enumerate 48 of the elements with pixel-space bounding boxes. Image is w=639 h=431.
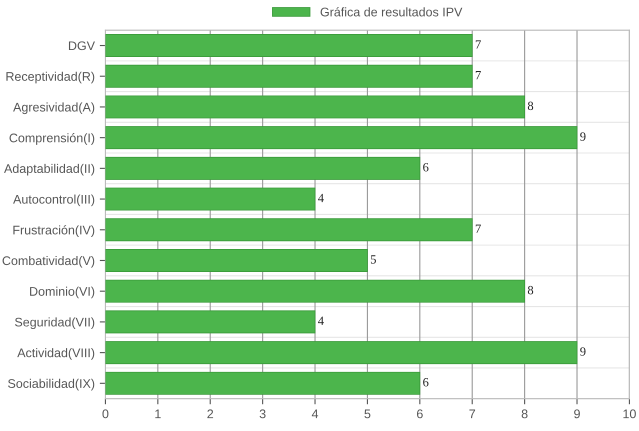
data-label: 6 [423,378,428,386]
x-tick-label: 9 [574,409,580,418]
x-tick-label: 3 [260,409,266,418]
data-label: 8 [528,286,534,294]
data-label: 7 [476,224,481,233]
bar [105,34,473,57]
y-tick-label: Sociabilidad(IX) [8,378,94,390]
y-tick-label: Adaptabilidad(II) [4,164,94,176]
data-label: 4 [318,194,324,202]
x-tick-label: 6 [416,409,423,418]
bar [105,249,368,272]
x-tick-label: 10 [623,409,636,418]
y-tick-label: Combatividad(V) [2,256,94,268]
data-label: 9 [580,347,586,356]
x-tick-label: 1 [155,410,161,418]
bar [105,218,473,242]
x-tick-label: 5 [364,410,370,418]
bar [105,372,420,395]
bar [105,188,316,211]
x-tick-label: 7 [469,410,476,418]
y-tick-label: Autocontrol(III) [13,194,94,206]
x-tick-label: 8 [522,409,528,418]
bar [105,126,578,150]
x-tick-label: 4 [312,410,318,418]
bar [105,95,526,118]
data-label: 8 [528,102,534,110]
data-label: 5 [370,255,376,264]
data-label: 7 [476,71,481,80]
x-tick-label: 2 [207,409,214,418]
bar [105,310,316,334]
y-tick-label: Comprensión(I) [10,133,94,145]
data-label: 9 [580,132,586,141]
bar [105,280,526,303]
data-label: 7 [476,40,481,49]
x-tick-label: 0 [102,409,108,418]
bar [105,64,473,88]
data-label: 4 [318,316,324,325]
y-tick-label: Dominio(VI) [30,286,94,298]
y-tick-label: Receptividad(R) [6,72,94,84]
bar [105,341,578,364]
data-label: 6 [423,163,428,172]
legend-label: Gráfica de resultados IPV [320,7,462,16]
bar [105,156,420,180]
y-tick-label: DGV [68,41,95,50]
y-tick-label: Frustración(IV) [13,225,94,237]
y-tick-label: Seguridad(VII) [14,317,94,330]
y-tick-label: Actividad(VIII) [17,348,94,360]
y-tick-label: Agresividad(A) [13,102,94,114]
